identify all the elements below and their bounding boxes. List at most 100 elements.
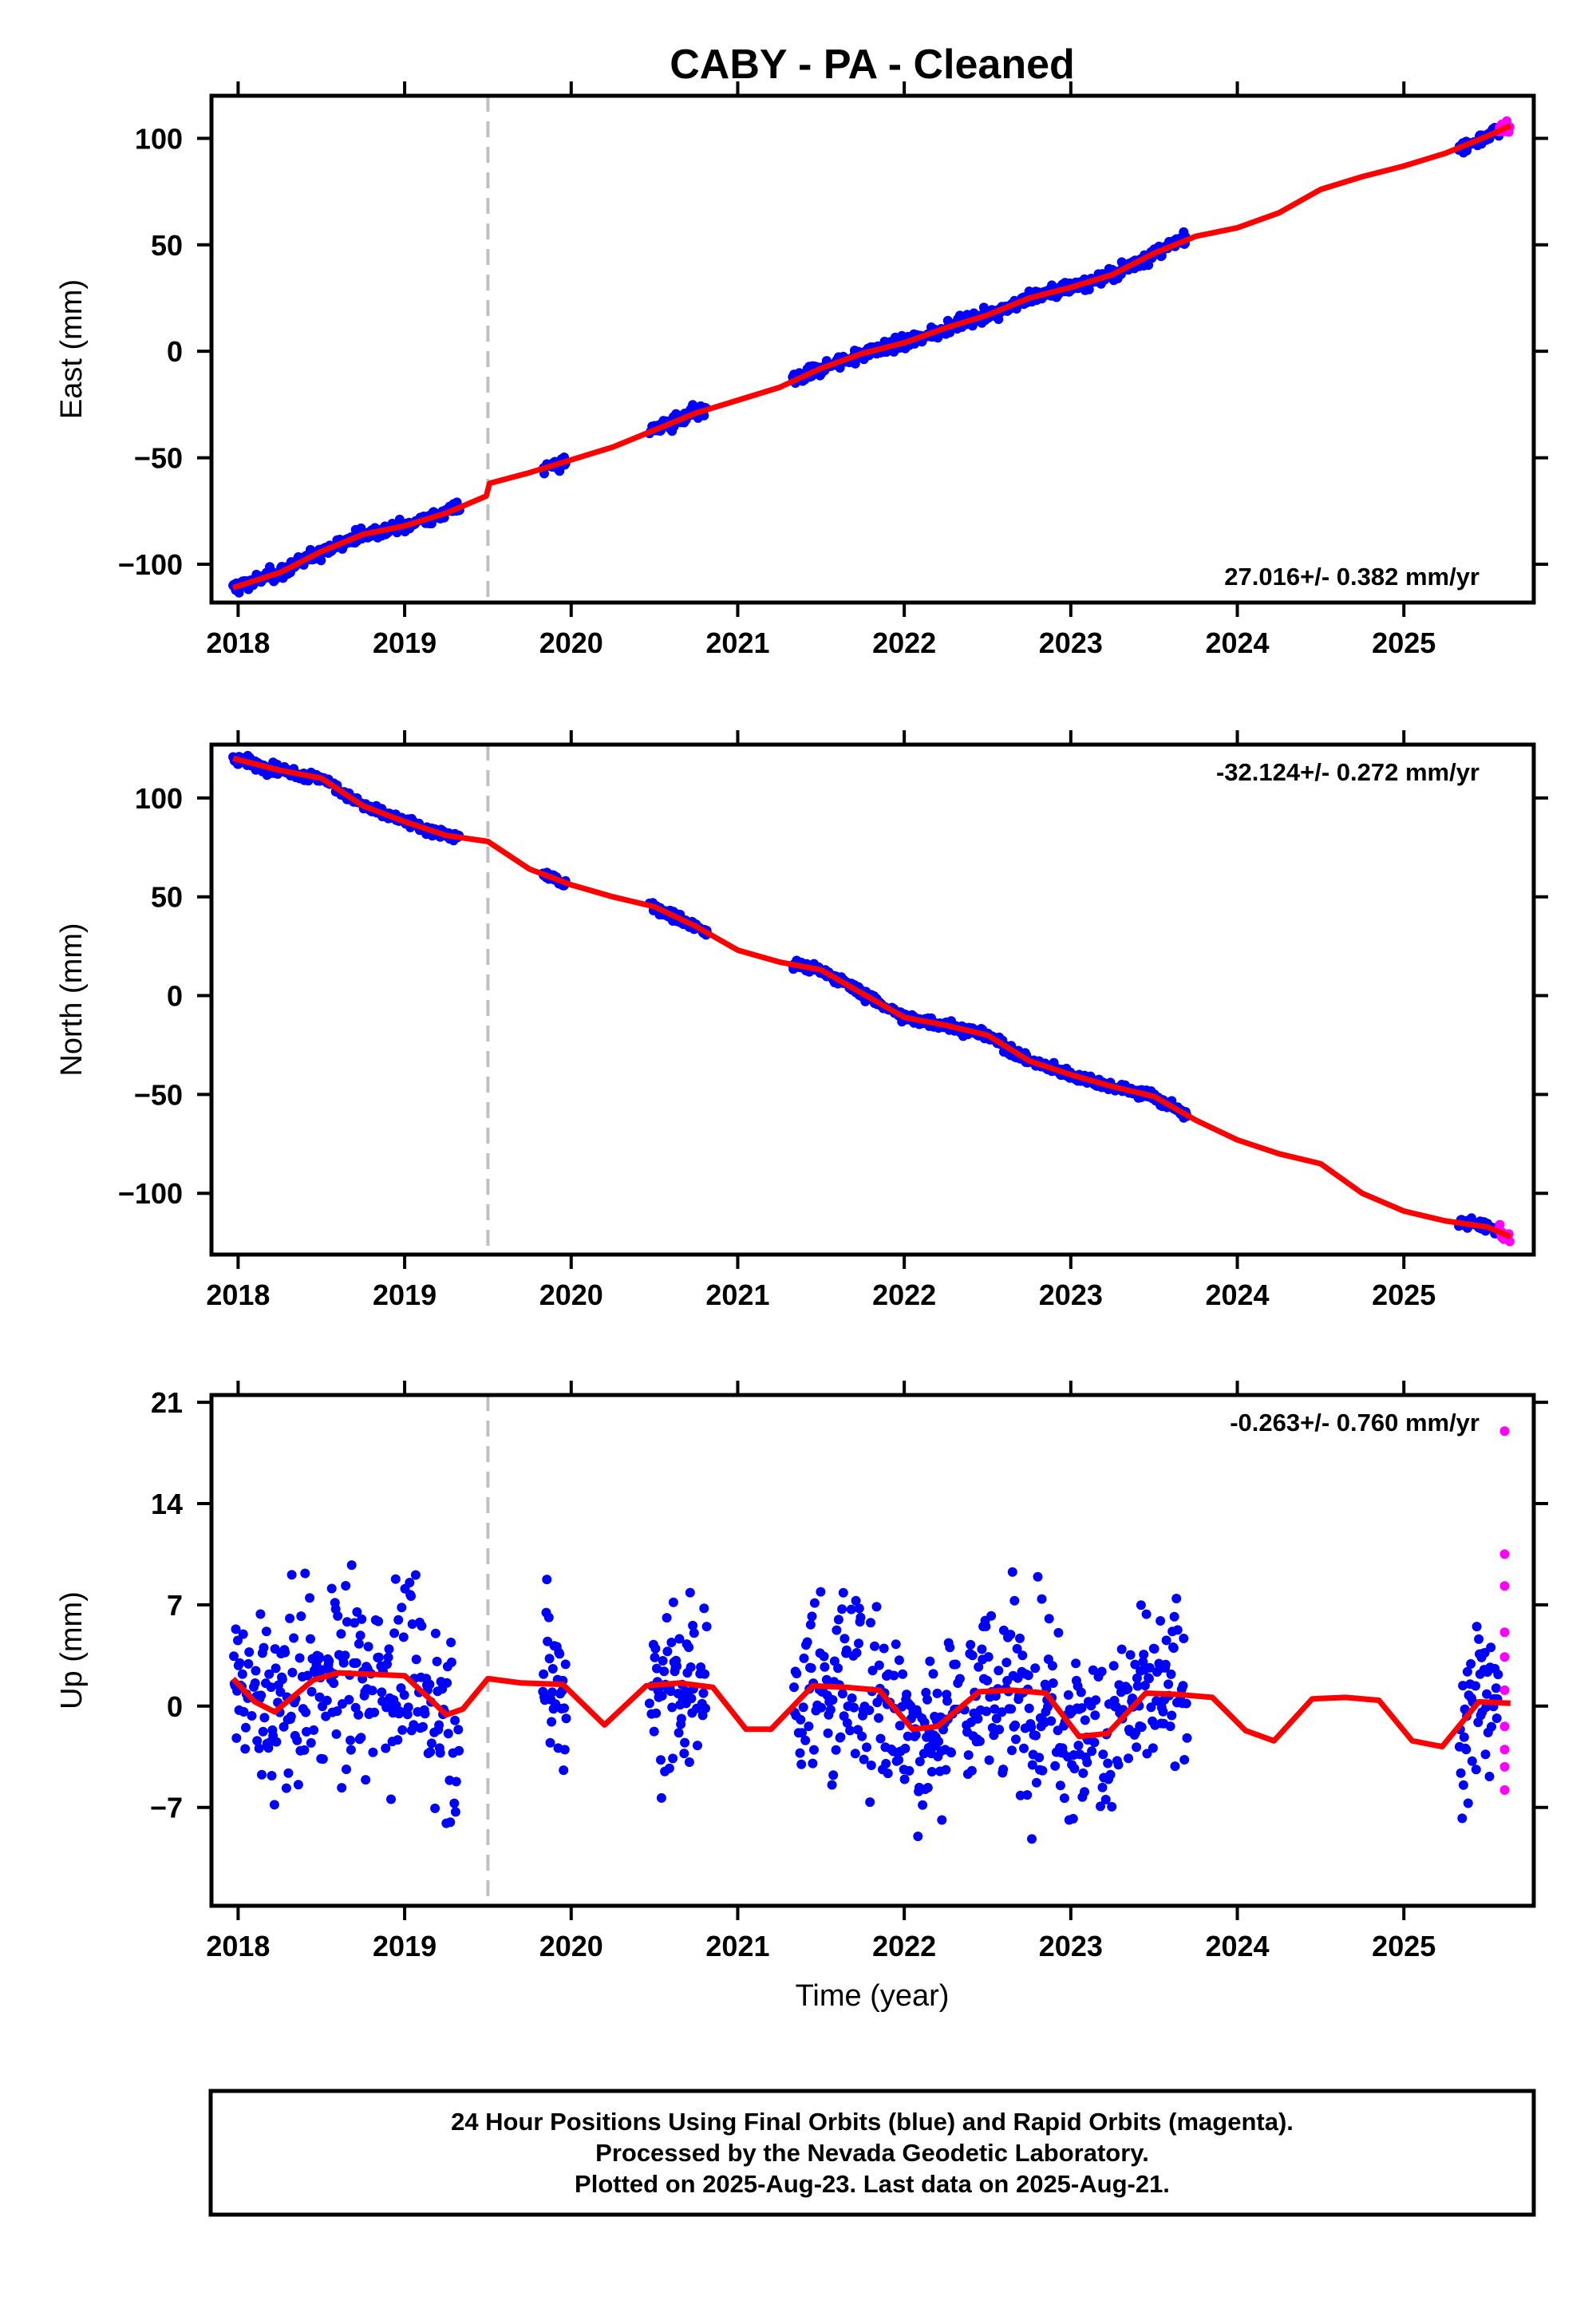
final-orbit-point	[658, 1656, 668, 1666]
final-orbit-point	[828, 1695, 838, 1705]
final-orbit-point	[942, 1696, 952, 1706]
final-orbit-point	[851, 1648, 862, 1658]
final-orbit-point	[252, 1736, 263, 1746]
final-orbit-point	[1084, 284, 1094, 294]
final-orbit-point	[832, 1625, 842, 1635]
final-orbit-point	[1090, 1710, 1100, 1721]
final-orbit-point	[1132, 1673, 1142, 1683]
final-orbit-point	[911, 1729, 921, 1740]
rapid-orbit-point	[1499, 1721, 1510, 1732]
final-orbit-point	[244, 1647, 255, 1658]
final-orbit-point	[346, 1745, 356, 1755]
final-orbit-point	[650, 1652, 660, 1662]
final-orbit-point	[1100, 1794, 1111, 1804]
final-orbit-point	[846, 1604, 856, 1614]
final-orbit-point	[373, 1652, 384, 1662]
final-orbit-point	[1037, 1765, 1048, 1776]
final-orbit-point	[545, 1737, 555, 1748]
final-orbit-point	[870, 1641, 879, 1651]
final-orbit-point	[1048, 1678, 1058, 1688]
final-orbit-point	[450, 1715, 460, 1725]
final-orbit-point	[344, 1694, 354, 1705]
final-orbit-point	[833, 1663, 843, 1674]
final-orbit-point	[286, 1570, 297, 1580]
final-orbit-point	[855, 1612, 866, 1622]
x-tick-label: 2019	[373, 1279, 437, 1311]
final-orbit-point	[928, 1669, 938, 1679]
final-orbit-point	[816, 1702, 827, 1713]
final-orbit-point	[294, 1653, 305, 1663]
final-orbit-point	[1156, 1616, 1166, 1626]
x-tick-label: 2020	[539, 1279, 603, 1311]
final-orbit-point	[237, 1669, 247, 1679]
final-orbit-point	[1461, 1745, 1472, 1755]
final-orbit-point	[1146, 1702, 1156, 1713]
final-orbit-point	[1486, 1642, 1496, 1653]
final-orbit-point	[231, 1733, 242, 1743]
final-orbit-point	[1027, 1834, 1037, 1844]
plot-frame	[209, 1393, 1536, 1908]
final-orbit-point	[1037, 1594, 1047, 1604]
final-orbit-point	[1169, 1611, 1179, 1622]
x-tick-label: 2024	[1205, 626, 1269, 659]
final-orbit-point	[269, 1800, 279, 1810]
final-orbit-point	[1459, 1732, 1469, 1742]
final-orbit-point	[259, 1713, 270, 1723]
final-orbit-point	[445, 1817, 456, 1828]
final-orbit-point	[866, 1761, 876, 1770]
final-orbit-point	[1474, 1634, 1484, 1644]
final-orbit-point	[395, 1706, 405, 1717]
final-orbit-point	[318, 1754, 328, 1765]
final-orbit-point	[1132, 1742, 1142, 1753]
final-orbit-point	[1019, 1743, 1029, 1753]
final-orbit-point	[449, 1798, 460, 1808]
final-orbit-point	[1158, 1706, 1168, 1717]
final-orbit-point	[238, 1629, 248, 1639]
final-orbit-point	[258, 1726, 268, 1737]
final-orbit-point	[1482, 1689, 1492, 1699]
final-orbit-point	[357, 1614, 367, 1624]
final-orbit-point	[426, 1738, 437, 1749]
final-orbit-point	[406, 1591, 416, 1601]
final-orbit-point	[390, 1574, 401, 1584]
final-orbit-point	[399, 1690, 409, 1700]
final-orbit-point	[1022, 1790, 1033, 1800]
final-orbit-point	[1091, 1695, 1101, 1705]
final-orbit-point	[666, 1638, 677, 1647]
final-orbit-point	[922, 1694, 932, 1705]
rapid-orbit-point	[1499, 1581, 1510, 1591]
final-orbit-point	[937, 1815, 947, 1825]
figure-title: CABY - PA - Cleaned	[670, 41, 1075, 88]
final-orbit-point	[317, 1665, 327, 1675]
final-orbit-point	[1124, 1753, 1133, 1764]
final-orbit-point	[314, 1692, 325, 1702]
final-orbit-point	[689, 1628, 699, 1638]
final-orbit-point	[229, 1651, 239, 1662]
final-orbit-point	[849, 1702, 859, 1713]
final-orbit-point	[874, 1660, 884, 1670]
final-orbit-point	[302, 1670, 313, 1681]
final-orbit-point	[837, 1689, 847, 1699]
x-tick-label: 2023	[1039, 626, 1103, 659]
final-orbit-point	[410, 1570, 421, 1580]
final-orbit-point	[306, 1737, 316, 1748]
rapid-orbit-points	[1499, 1426, 1510, 1795]
final-orbit-point	[256, 1690, 267, 1701]
final-orbit-point	[1491, 1713, 1502, 1723]
final-orbit-point	[306, 1686, 317, 1697]
final-orbit-point	[982, 1675, 993, 1686]
final-orbit-point	[1163, 1679, 1174, 1690]
final-orbit-point	[796, 1714, 806, 1725]
rate-annotation: -32.124+/- 0.272 mm/yr	[1216, 758, 1479, 786]
final-orbit-point	[825, 1705, 836, 1715]
x-tick-label: 2022	[872, 1930, 936, 1962]
final-orbit-point	[1166, 1669, 1176, 1679]
final-orbit-point	[802, 1637, 812, 1647]
y-tick-label: 100	[135, 782, 183, 815]
final-orbit-point	[389, 1628, 400, 1638]
final-orbit-point	[316, 555, 326, 566]
final-orbit-point	[701, 1622, 712, 1632]
final-orbit-point	[1472, 1622, 1482, 1632]
rapid-orbit-point	[1499, 1426, 1510, 1437]
final-orbit-point	[1458, 1681, 1468, 1691]
